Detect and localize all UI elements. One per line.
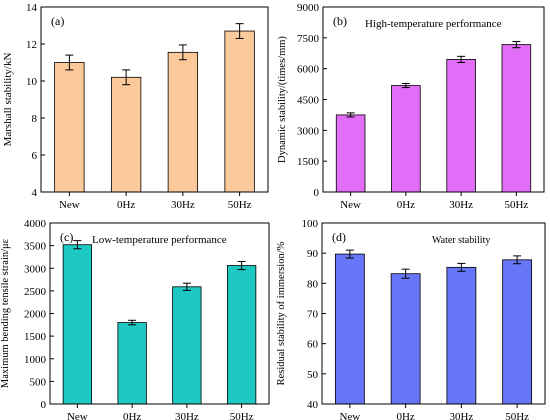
- y-tick-label: 40: [307, 399, 319, 411]
- error-bar-30hz: [457, 262, 466, 272]
- y-tick-label: 14: [26, 2, 38, 14]
- bar-30hz: [446, 59, 476, 193]
- error-bar-30hz: [182, 282, 191, 291]
- x-tick-label: 50Hz: [505, 411, 529, 420]
- error-bar-new: [65, 54, 74, 71]
- panel-title: Water stability: [432, 235, 490, 246]
- x-tick-label: 0Hz: [397, 199, 415, 211]
- x-tick-label: 30Hz: [171, 199, 195, 211]
- y-tick-label: 2500: [24, 286, 47, 298]
- panel-title: Low-temperature performance: [92, 234, 227, 246]
- y-tick-label: 0: [41, 399, 47, 411]
- y-tick-label: 3500: [24, 241, 47, 253]
- plot-frame: [40, 6, 269, 193]
- y-tick-label: 3000: [24, 263, 47, 275]
- panel-label: (d): [332, 230, 346, 244]
- x-tick-label: 0Hz: [396, 411, 414, 420]
- bar-30hz: [167, 51, 199, 193]
- bar-50hz: [501, 44, 532, 193]
- bar-0hz: [117, 322, 147, 405]
- bar-new: [54, 62, 85, 193]
- bar-new: [335, 114, 366, 193]
- x-tick-label: 50Hz: [504, 199, 528, 211]
- bar-30hz: [172, 286, 202, 405]
- y-tick-label: 1500: [297, 156, 320, 168]
- x-tick-label: New: [340, 199, 361, 211]
- error-bar-0hz: [401, 268, 410, 279]
- error-bar-new: [346, 112, 355, 118]
- y-tick-label: 70: [307, 309, 319, 321]
- x-tick-label: 0Hz: [117, 199, 135, 211]
- x-tick-label: 30Hz: [449, 199, 473, 211]
- y-tick-label: 3000: [297, 125, 320, 137]
- y-tick-label: 50: [307, 369, 319, 381]
- bar-50hz: [502, 259, 533, 405]
- panel-label: (c): [60, 230, 73, 244]
- y-tick-label: 60: [307, 339, 319, 351]
- y-tick-label: 12: [26, 39, 37, 51]
- x-tick-label: 50Hz: [230, 411, 254, 420]
- y-tick-label: 2000: [24, 309, 47, 321]
- bar-50hz: [224, 30, 255, 193]
- bar-0hz: [390, 273, 421, 405]
- y-axis-title: Maximum bending tensile strain/με: [0, 238, 11, 388]
- error-bar-50hz: [237, 260, 246, 271]
- panel-title: High-temperature performance: [365, 18, 502, 30]
- error-bar-0hz: [401, 82, 410, 89]
- bar-50hz: [226, 265, 257, 405]
- error-bar-50hz: [512, 41, 521, 49]
- y-axis-title: Dynamic stability/(times/mm): [277, 36, 288, 163]
- error-bar-0hz: [128, 319, 137, 326]
- panel-1: 4 6 8 10 12 14 New 0Hz 30Hz 50Hz Marshall stabilit…: [2, 2, 269, 211]
- panel-label: (a): [51, 14, 64, 28]
- y-tick-label: 4000: [24, 218, 47, 230]
- y-tick-label: 4: [32, 187, 38, 199]
- x-tick-label: New: [59, 199, 80, 211]
- error-bar-0hz: [122, 69, 131, 86]
- x-tick-label: 0Hz: [123, 411, 141, 420]
- x-tick-label: 30Hz: [449, 411, 473, 420]
- x-tick-label: 30Hz: [175, 411, 199, 420]
- y-tick-label: 8: [32, 113, 38, 125]
- y-tick-label: 500: [30, 376, 47, 388]
- y-axis-title: Residual stability of immersion/%: [276, 241, 287, 385]
- error-bar-30hz: [178, 44, 187, 61]
- y-tick-label: 9000: [297, 2, 320, 14]
- error-bar-new: [345, 249, 354, 259]
- bar-0hz: [110, 76, 142, 193]
- error-bar-50hz: [513, 255, 522, 265]
- error-bar-50hz: [235, 23, 244, 39]
- error-bar-30hz: [457, 55, 466, 63]
- bar-30hz: [446, 266, 477, 405]
- bar-0hz: [391, 85, 421, 193]
- panel-label: (b): [333, 14, 347, 28]
- y-tick-label: 1000: [24, 354, 47, 366]
- y-tick-label: 90: [307, 248, 319, 260]
- y-tick-label: 1500: [24, 331, 47, 343]
- error-bar-new: [73, 240, 82, 250]
- x-tick-label: 50Hz: [228, 199, 252, 211]
- x-tick-label: New: [67, 411, 88, 420]
- y-tick-label: 80: [307, 278, 319, 290]
- panel-3: 0 500 1000 1500 2000 2500 3000 3500 4000 New 0Hz 30…: [0, 218, 270, 420]
- y-axis-title: Marshall stability/kN: [2, 53, 14, 147]
- y-tick-label: 10: [26, 76, 38, 88]
- y-tick-label: 4500: [297, 95, 320, 107]
- y-tick-label: 7500: [297, 33, 320, 45]
- panel-4: 40 50 60 70 80 90 100 New 0Hz 30Hz 50Hz Residual st…: [276, 218, 546, 420]
- y-tick-label: 100: [302, 218, 319, 230]
- y-tick-label: 6: [32, 150, 38, 162]
- bar-new: [334, 253, 365, 405]
- y-tick-label: 0: [314, 187, 320, 199]
- x-tick-label: New: [339, 411, 360, 420]
- bar-new: [62, 244, 93, 405]
- panel-2: 0 1500 3000 4500 6000 7500 9000 New 0Hz 30Hz 50Hz D…: [277, 2, 545, 211]
- y-tick-label: 6000: [297, 64, 320, 76]
